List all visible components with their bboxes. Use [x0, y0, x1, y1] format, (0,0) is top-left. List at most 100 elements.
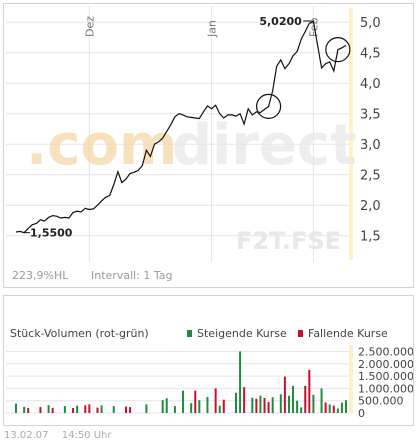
price-annotation-high: 5,0200 [259, 15, 302, 28]
volume-bar-rising [345, 400, 347, 413]
volume-bar-falling [96, 407, 99, 413]
price-marker-circle [255, 93, 282, 119]
volume-bar-falling [51, 407, 54, 413]
price-y-tick-label: 2,0 [360, 199, 381, 214]
volume-bar-rising [259, 395, 262, 413]
volume-bar-rising [145, 404, 148, 413]
price-chart-svg: .com direct F2T.FSE 1,5 2,0 2,5 3,0 3,5 4,0 4,… [6, 6, 381, 282]
volume-y-tick-label: 1.500.000 [358, 370, 413, 383]
volume-bar-falling [39, 407, 42, 413]
volume-bar-falling [332, 405, 335, 413]
volume-bar-falling [255, 398, 258, 413]
volume-bar-rising [320, 388, 323, 413]
price-y-tick-label: 2,5 [360, 169, 381, 184]
price-y-tick-label: 3,0 [360, 138, 381, 153]
volume-bar-rising [76, 405, 79, 413]
volume-bar-rising [173, 406, 176, 413]
volume-bar-rising [271, 397, 274, 413]
volume-bar-rising [15, 403, 17, 413]
volume-bar-rising [206, 397, 209, 413]
volume-bar-rising [287, 395, 290, 413]
volume-bar-rising [165, 398, 168, 413]
volume-bar-rising [47, 405, 50, 413]
footer-time: 14:50 Uhr [61, 430, 112, 441]
price-marker-circles [255, 37, 351, 119]
price-grid [6, 6, 350, 262]
volume-bar-falling [129, 407, 132, 413]
volume-bar-rising [63, 406, 66, 413]
volume-axis-band [349, 345, 353, 414]
volume-bar-falling [27, 408, 30, 413]
watermark-ticker: F2T.FSE [236, 227, 341, 255]
volume-y-tick-label: 500.000 [358, 395, 404, 408]
volume-bar-falling [88, 404, 91, 413]
volume-bar-falling [72, 408, 75, 413]
watermark-brand-com: .com [26, 113, 177, 178]
volume-bar-rising [112, 406, 115, 413]
volume-y-tick-label: 2.000.000 [358, 358, 413, 371]
price-annotation-low: 1,5500 [30, 227, 73, 240]
volume-bar-rising [292, 385, 295, 413]
volume-bar-falling [324, 402, 327, 413]
volume-bar-rising [239, 351, 242, 413]
volume-bar-rising [336, 408, 339, 413]
volume-bar-rising [190, 403, 193, 413]
price-change-label: 223,9%HL [12, 269, 69, 282]
falling-legend-swatch [298, 330, 303, 337]
volume-bar-falling [243, 387, 246, 413]
volume-bar-rising [161, 400, 164, 413]
price-annotations: 1,5500 5,0200 [24, 15, 312, 240]
volume-bar-falling [308, 369, 311, 413]
price-y-tick-label: 4,0 [360, 77, 381, 92]
volume-bar-falling [267, 401, 270, 413]
volume-bar-rising [251, 397, 254, 413]
watermark-brand-direct: direct [172, 113, 357, 178]
price-y-axis: 1,5 2,0 2,5 3,0 3,5 4,0 4,5 5,0 [360, 16, 381, 245]
volume-bars [15, 351, 347, 413]
volume-bar-rising [182, 390, 185, 413]
price-axis-band [349, 8, 353, 260]
price-month-label: Jan [206, 20, 219, 38]
price-month-label: Dez [83, 16, 96, 37]
volume-bar-rising [198, 400, 201, 413]
rising-legend-label: Steigende Kurse [197, 327, 287, 340]
volume-bar-rising [328, 404, 331, 413]
rising-legend-swatch [187, 330, 192, 337]
volume-y-axis: 0500.0001.000.0001.500.0002.000.0002.500… [358, 345, 413, 420]
volume-bar-rising [312, 394, 315, 413]
price-y-tick-label: 5,0 [360, 16, 381, 31]
volume-bar-rising [100, 405, 103, 413]
volume-bar-rising [218, 405, 221, 413]
price-y-tick-label: 4,5 [360, 47, 381, 62]
volume-grid [6, 350, 350, 414]
price-chart-panel: .com direct F2T.FSE 1,5 2,0 2,5 3,0 3,5 4,0 4,… [3, 3, 414, 288]
volume-y-tick-label: 2.500.000 [358, 345, 413, 358]
volume-y-tick-label: 0 [358, 407, 365, 420]
interval-label: Intervall: 1 Tag [91, 269, 173, 282]
footer-timestamp: 13.02.07 14:50 Uhr [4, 430, 121, 441]
price-y-tick-label: 3,5 [360, 108, 381, 123]
volume-chart-panel: Stück-Volumen (rot-grün) Steigende Kurse… [3, 295, 414, 426]
volume-legend-title: Stück-Volumen (rot-grün) [10, 327, 149, 340]
volume-bar-falling [84, 405, 87, 413]
volume-bar-rising [235, 392, 237, 413]
volume-bar-rising [296, 400, 299, 413]
volume-bar-rising [23, 406, 26, 413]
volume-chart-svg: Stück-Volumen (rot-grün) Steigende Kurse… [6, 327, 413, 420]
volume-bar-rising [279, 394, 282, 413]
volume-bar-falling [125, 406, 127, 413]
falling-legend-label: Fallende Kurse [308, 327, 388, 340]
volume-bar-rising [300, 407, 303, 413]
volume-bar-falling [222, 399, 225, 413]
volume-bar-falling [214, 388, 217, 413]
price-y-tick-label: 1,5 [360, 230, 381, 245]
volume-bar-falling [194, 390, 197, 413]
volume-bar-falling [304, 385, 307, 413]
footer-date: 13.02.07 [4, 430, 49, 441]
volume-bar-rising [340, 402, 343, 413]
volume-bar-falling [263, 397, 266, 413]
price-marker-circle [325, 37, 351, 63]
volume-bar-falling [283, 376, 286, 413]
volume-y-tick-label: 1.000.000 [358, 382, 413, 395]
price-line [15, 20, 347, 234]
